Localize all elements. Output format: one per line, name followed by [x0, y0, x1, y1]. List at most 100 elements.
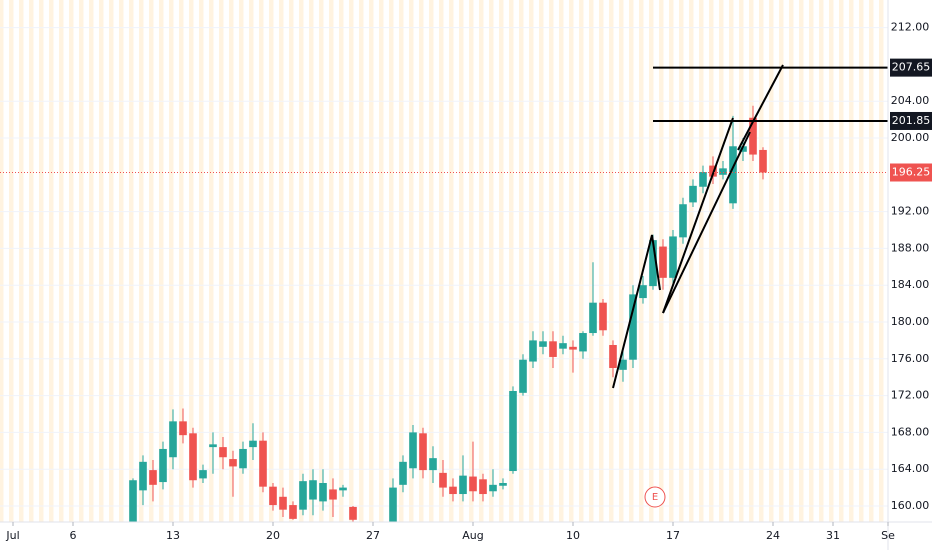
session-stripe — [239, 0, 244, 522]
session-stripe — [609, 0, 614, 522]
candle-body — [139, 461, 147, 491]
session-stripe — [259, 0, 264, 522]
session-stripe — [529, 0, 534, 522]
candle-body — [449, 486, 457, 495]
trend-line — [612, 234, 661, 389]
candle-body — [339, 487, 347, 491]
price-label-box — [890, 111, 932, 130]
candle-body — [669, 236, 677, 278]
session-stripe — [309, 0, 314, 522]
session-stripe — [639, 0, 644, 522]
session-stripe — [199, 0, 204, 522]
session-stripe — [539, 0, 544, 522]
candle-body — [679, 204, 687, 238]
session-stripe — [89, 0, 94, 522]
session-stripe — [729, 0, 734, 522]
candle-body — [349, 506, 357, 520]
session-stripe — [349, 0, 354, 522]
candle-body — [479, 479, 487, 495]
candle-body — [489, 484, 497, 492]
candle-body — [409, 432, 417, 469]
session-stripe — [379, 0, 384, 522]
y-tick-label: 200.00 — [891, 131, 930, 144]
candle-body — [749, 117, 757, 155]
session-stripe — [589, 0, 594, 522]
session-stripe — [799, 0, 804, 522]
session-stripe — [179, 0, 184, 522]
session-stripe — [229, 0, 234, 522]
x-tick-label: Jul — [5, 529, 19, 542]
session-stripe — [509, 0, 514, 522]
candle-body — [509, 390, 517, 472]
candle-body — [619, 359, 627, 370]
grid — [0, 27, 888, 507]
y-tick-label: 212.00 — [891, 21, 930, 34]
session-stripe — [689, 0, 694, 522]
session-stripe — [719, 0, 724, 522]
candle-body — [439, 472, 447, 488]
x-tick-label: 24 — [766, 529, 780, 542]
candles — [129, 105, 767, 522]
candle-body — [429, 458, 437, 471]
session-stripe — [779, 0, 784, 522]
axes: 160.00 164.00 168.00 172.00 176.00 180.00 184.… — [5, 21, 932, 542]
session-stripe — [169, 0, 174, 522]
candle-body — [519, 359, 527, 393]
candle-body — [589, 302, 597, 334]
session-stripe — [249, 0, 254, 522]
candle-body — [269, 486, 277, 506]
session-stripe — [859, 0, 864, 522]
session-background — [0, 0, 884, 522]
session-stripe — [789, 0, 794, 522]
candle-body — [599, 302, 607, 331]
session-stripe — [29, 0, 34, 522]
session-stripe — [319, 0, 324, 522]
session-stripe — [0, 0, 4, 522]
session-stripe — [489, 0, 494, 522]
y-tick-label: 204.00 — [891, 94, 930, 107]
candle-body — [629, 294, 637, 360]
candle-body — [659, 246, 667, 278]
session-stripe — [219, 0, 224, 522]
candle-body — [279, 496, 287, 510]
session-stripe — [69, 0, 74, 522]
y-tick-label: 164.00 — [891, 462, 930, 475]
candle-body — [649, 240, 657, 287]
candle-body — [329, 489, 337, 500]
price-label: 201.85 — [892, 114, 931, 127]
session-stripe — [549, 0, 554, 522]
candle-body — [579, 333, 587, 352]
earnings-icon[interactable] — [644, 486, 666, 508]
session-stripe — [519, 0, 524, 522]
session-stripe — [869, 0, 874, 522]
earnings-label[interactable]: E — [652, 492, 658, 503]
x-tick-label: 31 — [826, 529, 840, 542]
candle-body — [689, 185, 697, 203]
candle-body — [229, 459, 237, 467]
candle-body — [719, 168, 727, 175]
candle-body — [209, 444, 217, 448]
candle-body — [159, 448, 167, 483]
trend-line — [737, 64, 784, 151]
trend-line — [662, 117, 734, 314]
x-tick-label: 17 — [666, 529, 680, 542]
session-stripe — [299, 0, 304, 522]
y-tick-label: 172.00 — [891, 389, 930, 402]
session-stripe — [119, 0, 124, 522]
session-stripe — [359, 0, 364, 522]
session-stripe — [629, 0, 634, 522]
session-stripe — [139, 0, 144, 522]
candle-body — [179, 421, 187, 436]
session-stripe — [109, 0, 114, 522]
y-tick-label: 188.00 — [891, 241, 930, 254]
y-tick-label: 180.00 — [891, 315, 930, 328]
session-stripe — [99, 0, 104, 522]
session-stripe — [339, 0, 344, 522]
session-stripe — [269, 0, 274, 522]
candle-body — [389, 487, 397, 522]
session-stripe — [809, 0, 814, 522]
last-price-box — [890, 163, 932, 182]
session-stripe — [829, 0, 834, 522]
session-stripe — [579, 0, 584, 522]
session-stripe — [739, 0, 744, 522]
